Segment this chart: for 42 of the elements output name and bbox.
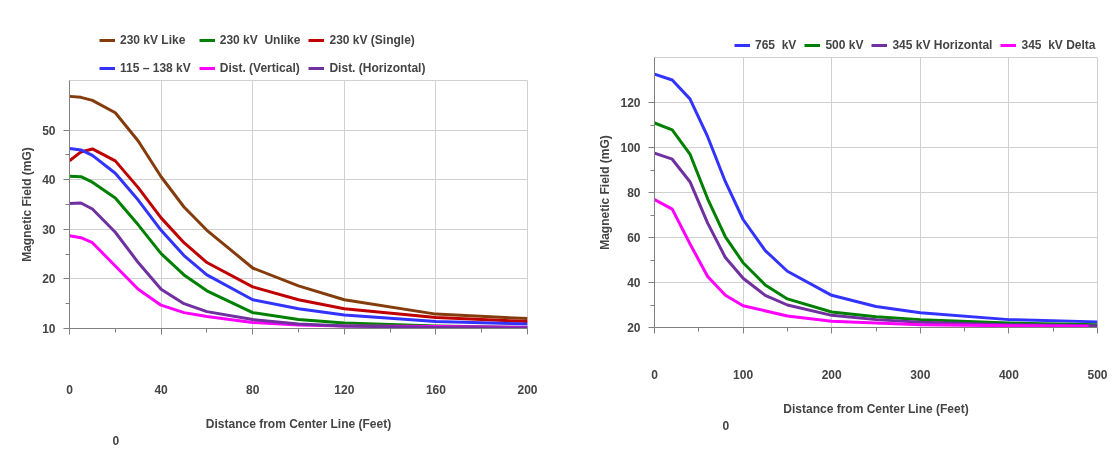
x-axis-title: Distance from Center Line (Feet) [783,401,969,416]
legend-label: 345 kV Delta [1021,38,1096,52]
y-tick-label: 80 [627,186,641,200]
y-tick-label: 40 [627,276,641,290]
text: 0 [722,418,730,433]
x-tick-label: 80 [246,382,260,397]
x-tick-label: 200 [517,382,538,397]
y-tick-label: 50 [42,123,56,138]
legend-label: 230 kV Like [120,33,186,47]
legend-label: 115 – 138 kV [120,61,191,75]
text: 0 [112,433,120,448]
y-tick-label: 100 [620,141,641,155]
x-tick-label: 160 [425,382,447,397]
legend-label: 230 kV (Single) [329,33,415,47]
x-tick-label: 500 [1087,367,1108,382]
x-axis-title: Distance from Center Line (Feet) [205,416,392,431]
line-series [654,72,1098,324]
line-series [69,94,528,321]
x-tick-label: 120 [334,382,355,397]
legend-label: Dist. (Horizontal) [329,61,426,75]
legend-label: 765 kV [755,38,797,52]
x-tick-label: 40 [154,382,169,397]
y-axis-title: Magnetic Field (mG) [598,135,613,250]
y-tick-label: 60 [627,231,641,245]
x-tick-label: 300 [910,367,931,382]
y-tick-label: 40 [42,173,56,188]
x-tick-label: 200 [821,367,843,382]
x-tick-label: 400 [998,367,1020,382]
y-tick-label: 30 [42,222,56,237]
y-tick-label: 20 [42,272,56,287]
y-tick-label: 10 [42,322,56,336]
x-tick-label: 100 [733,367,754,382]
y-tick-label: 120 [620,96,641,110]
line-series [654,197,1091,328]
y-tick-label: 20 [627,321,641,335]
legend-label: 230 kV Unlike [219,33,301,47]
legend-label: 345 kV Horizontal [892,38,993,52]
legend-label: 500 kV [825,38,864,52]
y-axis-title: Magnetic Field (mG) [20,147,35,262]
x-tick-label: 0 [651,367,659,382]
x-tick-label: 0 [66,382,74,397]
legend-label: Dist. (Vertical) [219,61,300,75]
